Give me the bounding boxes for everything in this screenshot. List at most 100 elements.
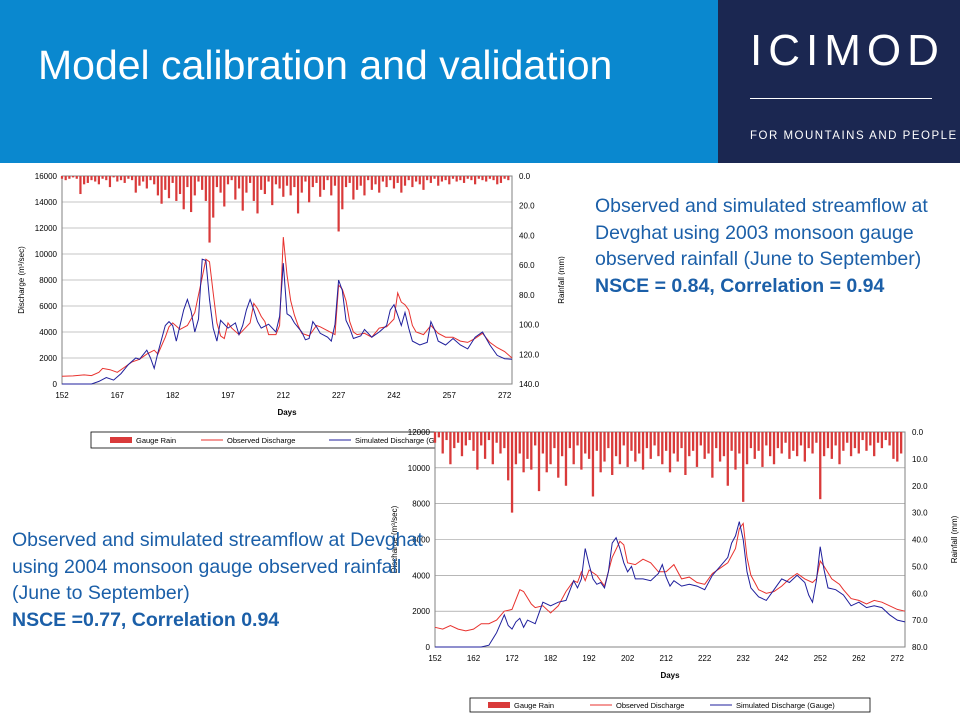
rain-bar [638, 432, 641, 454]
rain-bar [127, 176, 130, 179]
legend-label: Gauge Rain [136, 436, 176, 445]
rain-bar [212, 176, 215, 218]
rain-bar [668, 432, 672, 473]
rain-bar [545, 432, 548, 473]
rain-bar [119, 176, 123, 181]
rain-bar [445, 432, 448, 441]
rain-bar [319, 176, 322, 197]
rain-bar [86, 176, 89, 183]
y-tick-label: 0 [426, 643, 431, 652]
rain-bar [491, 432, 494, 465]
rain-bar [530, 432, 533, 470]
y2-tick-label: 140.0 [519, 380, 540, 389]
y2-tick-label: 20.0 [519, 202, 535, 211]
y-tick-label: 2000 [39, 354, 57, 363]
rain-bar [453, 432, 456, 449]
rain-bar [614, 432, 618, 457]
rain-bar [749, 432, 753, 449]
rain-bar [249, 176, 252, 183]
rain-bar [459, 176, 462, 181]
rain-bar [293, 176, 296, 188]
y2-tick-label: 100.0 [519, 321, 540, 330]
y2-tick-label: 50.0 [912, 562, 928, 571]
y-tick-label: 10000 [408, 464, 431, 473]
rain-bar [477, 176, 480, 179]
rain-bar [448, 176, 451, 185]
rain-bar [884, 432, 887, 441]
rain-bar [90, 176, 93, 181]
icimod-logo: ICIMOD [750, 26, 945, 75]
rain-bar [607, 432, 610, 449]
rain-bar [611, 432, 614, 475]
rain-bar [97, 176, 100, 185]
rain-bar [64, 176, 67, 181]
rain-bar [641, 432, 645, 470]
rain-bar [795, 432, 799, 457]
logo-tagline: FOR MOUNTAINS AND PEOPLE [750, 130, 958, 142]
rain-bar [282, 176, 285, 197]
rain-bar [699, 432, 702, 446]
legend-box [469, 697, 871, 713]
rain-bar [480, 432, 483, 446]
rain-bar [899, 432, 903, 454]
legend-swatch [488, 702, 510, 708]
rain-bar [455, 176, 458, 182]
rain-bar [495, 432, 498, 443]
rain-bar [522, 432, 525, 473]
x-tick-label: 232 [737, 654, 751, 663]
y-tick-label: 12000 [35, 224, 58, 233]
x-axis-label: Days [277, 408, 297, 417]
x-tick-label: 197 [221, 391, 235, 400]
rain-bar [418, 176, 421, 185]
x-tick-label: 172 [505, 654, 519, 663]
rain-bar [171, 176, 174, 183]
rain-bar [499, 176, 503, 183]
rain-bar [226, 176, 230, 185]
rain-bar [285, 176, 289, 186]
rain-bar [722, 432, 726, 457]
rain-bar [503, 176, 506, 179]
rain-bar [672, 432, 676, 454]
rain-bar [857, 432, 860, 454]
rain-bar [707, 432, 710, 454]
rain-bar [355, 176, 359, 190]
y-tick-label: 2000 [412, 607, 430, 616]
legend-label: Observed Discharge [227, 436, 295, 445]
rain-bar [263, 176, 266, 195]
rain-bar [653, 432, 656, 446]
rain-bar [444, 176, 447, 181]
rain-bar [869, 432, 872, 446]
rain-bar [422, 176, 425, 190]
observed-discharge-line [434, 522, 906, 632]
rain-bar [487, 432, 491, 441]
rain-bar [661, 432, 664, 465]
rain-bar [534, 432, 537, 446]
rain-bar [472, 432, 475, 451]
header-bar: Model calibration and validation [0, 0, 718, 163]
logo-panel [718, 0, 960, 163]
y-axis-label: Discharge (m³/sec) [390, 505, 399, 573]
rain-bar [576, 432, 579, 446]
y-tick-label: 0 [53, 380, 58, 389]
rain-bar [311, 176, 314, 188]
rain-bar [784, 432, 787, 443]
rain-bar [876, 432, 880, 443]
x-tick-label: 227 [332, 391, 346, 400]
rain-bar [564, 432, 568, 486]
rain-bar [178, 176, 182, 195]
rain-bar [440, 176, 444, 182]
rain-bar [691, 432, 695, 451]
y2-tick-label: 120.0 [519, 350, 540, 359]
rain-bar [745, 432, 749, 465]
y-tick-label: 8000 [39, 276, 57, 285]
rain-bar [688, 432, 691, 457]
y-tick-label: 10000 [35, 250, 58, 259]
legend-label: Simulated Discharge (Gauge) [355, 436, 454, 445]
rain-bar [537, 432, 541, 492]
rain-bar [83, 176, 86, 185]
legend-label: Gauge Rain [514, 701, 554, 710]
rain-bar [676, 432, 679, 462]
rain-bar [507, 432, 510, 481]
rain-bar [123, 176, 126, 183]
rain-bar [664, 432, 668, 451]
